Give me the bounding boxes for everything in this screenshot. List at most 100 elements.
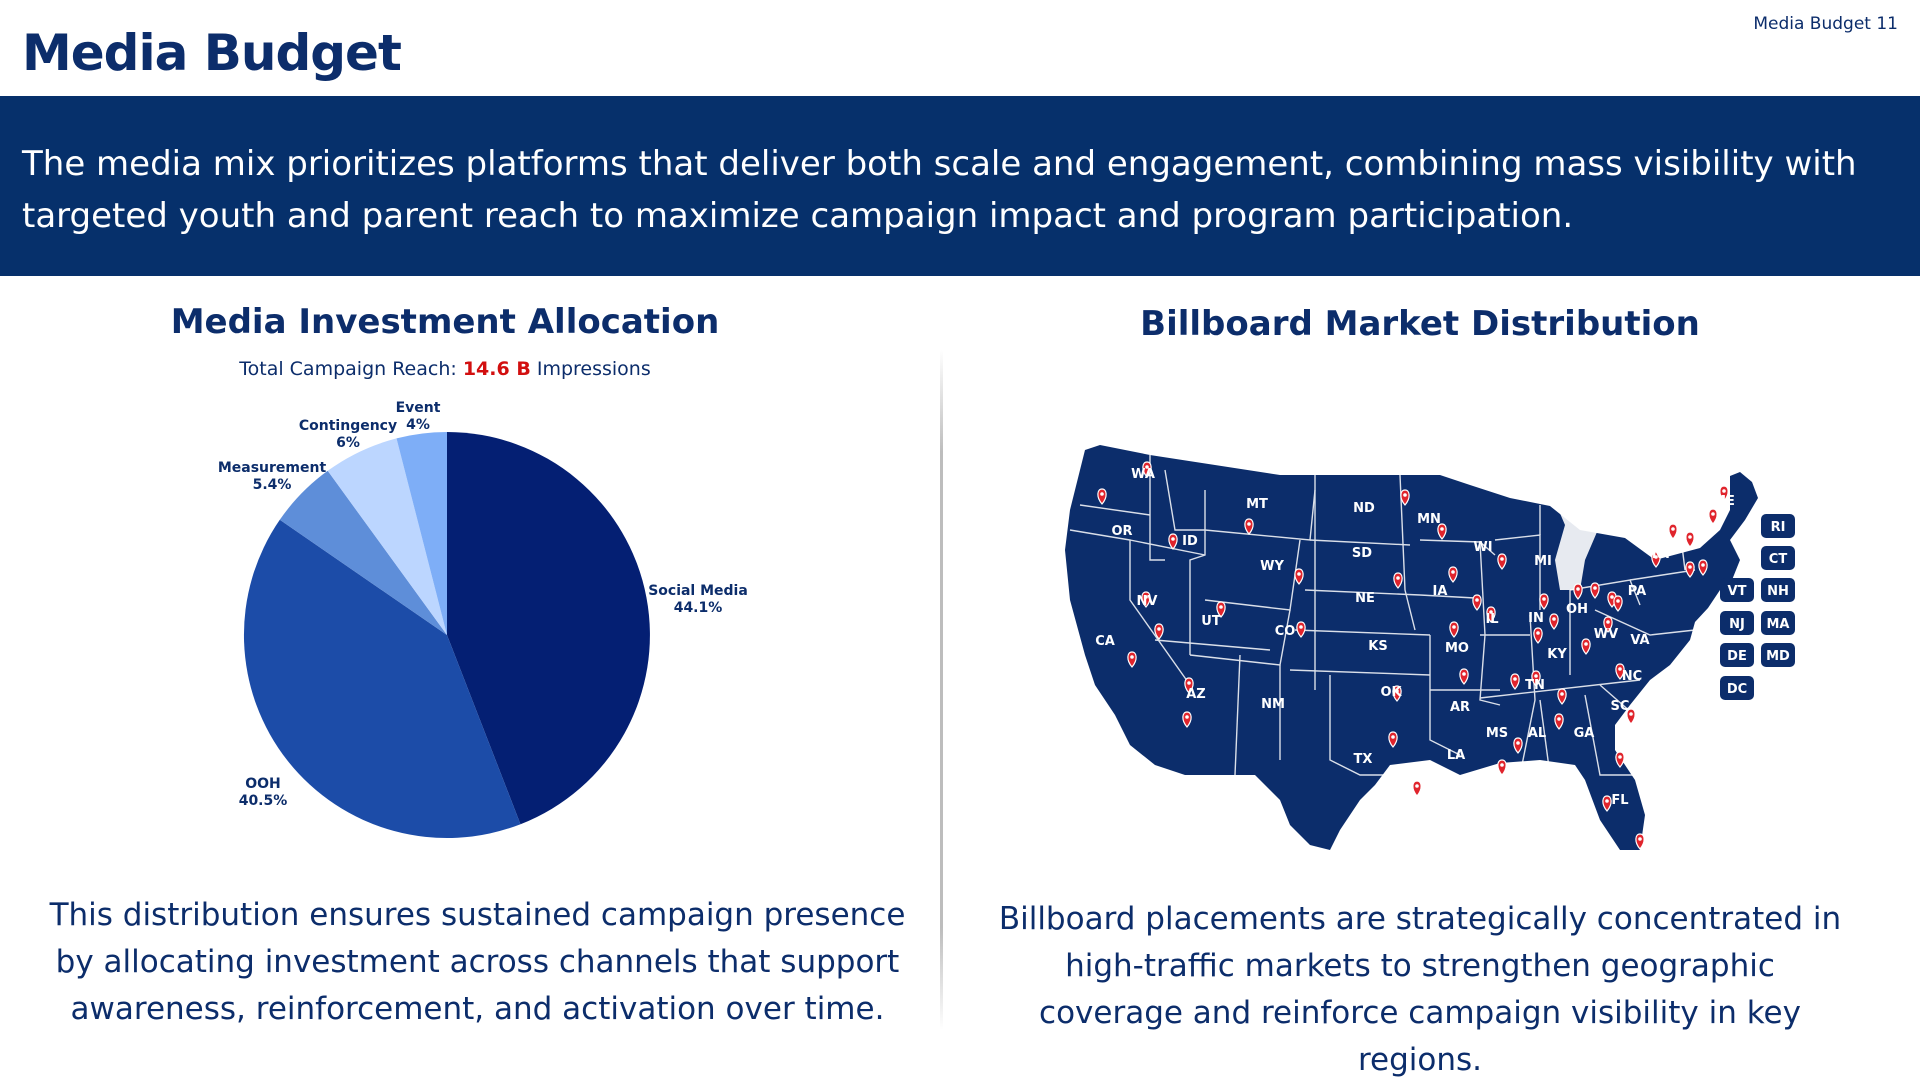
state-label-or: OR	[1111, 524, 1132, 539]
state-box-nh: NH	[1761, 578, 1795, 602]
page-number: Media Budget 11	[1753, 14, 1898, 34]
billboard-pin-icon	[1615, 751, 1625, 768]
billboard-pin-icon	[1603, 616, 1613, 633]
pie-label-social-media: Social Media	[648, 583, 748, 599]
state-label-tn: TN	[1525, 678, 1545, 693]
state-label-wy: WY	[1260, 559, 1284, 574]
state-box-ma: MA	[1761, 611, 1795, 635]
state-label-mi: MI	[1534, 554, 1552, 569]
pie-value-ooh: 40.5%	[239, 793, 288, 809]
billboard-pin-icon	[1459, 668, 1469, 685]
state-box-label: DE	[1727, 649, 1747, 664]
billboard-pin-icon	[1554, 713, 1564, 730]
billboard-pin-icon	[1497, 553, 1507, 570]
billboard-pin-icon	[1510, 673, 1520, 690]
pie-slice-event	[396, 432, 447, 635]
billboard-pin-icon	[1393, 572, 1403, 589]
state-label-pa: PA	[1628, 584, 1646, 599]
billboard-pin-icon	[1294, 568, 1304, 585]
billboard-pin-icon	[1142, 461, 1152, 478]
state-label-ms: MS	[1486, 726, 1508, 741]
state-label-fl: FL	[1611, 793, 1628, 808]
state-label-nv: NV	[1137, 594, 1158, 609]
pie-value-event: 4%	[406, 417, 430, 433]
state-label-nd: ND	[1353, 501, 1375, 516]
billboard-pin-icon	[1388, 731, 1398, 748]
billboard-pin-icon	[1141, 591, 1151, 608]
map-title: Billboard Market Distribution	[1140, 304, 1700, 344]
billboard-pin-icon	[1613, 595, 1623, 612]
state-label-ok: OK	[1380, 685, 1402, 700]
state-label-co: CO	[1275, 624, 1296, 639]
billboard-pin-icon	[1719, 485, 1729, 502]
billboard-pin-icon	[1581, 638, 1591, 655]
billboard-pin-icon	[1472, 594, 1482, 611]
state-label-il: IL	[1485, 612, 1498, 627]
billboard-pin-icon	[1182, 711, 1192, 728]
state-label-me: ME	[1713, 494, 1735, 509]
state-box-vt: VT	[1720, 578, 1754, 602]
state-label-wv: WV	[1594, 627, 1618, 642]
billboard-pin-icon	[1685, 531, 1695, 548]
campaign-reach: Total Campaign Reach: 14.6 B Impressions	[0, 358, 890, 380]
billboard-pin-icon	[1626, 708, 1636, 725]
pie-value-contingency: 6%	[336, 435, 360, 451]
billboard-pin-icon	[1497, 759, 1507, 776]
billboard-pin-icon	[1486, 606, 1496, 623]
reach-value: 14.6 B	[462, 358, 531, 380]
reach-prefix: Total Campaign Reach:	[239, 358, 463, 380]
state-box-label: NJ	[1729, 617, 1745, 632]
state-label-ne: NE	[1355, 591, 1375, 606]
state-label-ga: GA	[1574, 726, 1595, 741]
left-caption: This distribution ensures sustained camp…	[49, 897, 906, 1027]
state-box-label: RI	[1771, 520, 1786, 535]
reach-suffix: Impressions	[530, 358, 651, 380]
state-label-id: ID	[1182, 534, 1198, 549]
billboard-pin-icon	[1602, 795, 1612, 812]
billboard-pin-icon	[1127, 651, 1137, 668]
billboard-pin-icon	[1533, 627, 1543, 644]
state-box-ri: RI	[1761, 514, 1795, 538]
state-label-wa: WA	[1131, 467, 1155, 482]
billboard-pin-icon	[1216, 601, 1226, 618]
pie-slice-social-media	[447, 432, 650, 825]
billboard-pin-icon	[1615, 663, 1625, 680]
banner-text: The media mix prioritizes platforms that…	[22, 144, 1857, 236]
billboard-pin-icon	[1531, 670, 1541, 687]
state-box-de: DE	[1720, 643, 1754, 667]
pie-value-measurement: 5.4%	[253, 477, 292, 493]
state-box-label: DC	[1727, 682, 1747, 697]
state-label-ia: IA	[1433, 584, 1448, 599]
billboard-pin-icon	[1651, 551, 1661, 568]
state-box-label: MA	[1767, 617, 1790, 632]
state-label-mn: MN	[1417, 512, 1441, 527]
billboard-pin-icon	[1549, 613, 1559, 630]
billboard-pin-icon	[1400, 489, 1410, 506]
state-label-mt: MT	[1246, 497, 1268, 512]
state-box-ct: CT	[1761, 546, 1795, 570]
billboard-pin-icon	[1296, 621, 1306, 638]
state-label-ky: KY	[1547, 647, 1567, 662]
state-label-oh: OH	[1566, 602, 1588, 617]
state-label-sc: SC	[1611, 699, 1630, 714]
pie-label-ooh: OOH	[245, 776, 281, 792]
state-label-wi: WI	[1473, 540, 1492, 555]
pie-label-measurement: Measurement	[218, 460, 327, 476]
right-caption: Billboard placements are strategically c…	[998, 901, 1842, 1078]
billboard-pin-icon	[1437, 523, 1447, 540]
state-label-al: AL	[1528, 726, 1546, 741]
section-divider	[940, 350, 943, 1030]
state-box-md: MD	[1761, 643, 1795, 667]
billboard-pin-icon	[1449, 621, 1459, 638]
pie-label-event: Event	[396, 400, 441, 416]
billboard-pin-icon	[1557, 688, 1567, 705]
billboard-pin-icon	[1573, 583, 1583, 600]
billboard-pin-icon	[1448, 566, 1458, 583]
summary-banner: The media mix prioritizes platforms that…	[0, 96, 1920, 276]
state-label-nm: NM	[1261, 697, 1285, 712]
pie-label-contingency: Contingency	[299, 418, 397, 434]
billboard-pin-icon	[1097, 488, 1107, 505]
billboard-pin-icon	[1708, 508, 1718, 525]
state-box-nj: NJ	[1720, 611, 1754, 635]
